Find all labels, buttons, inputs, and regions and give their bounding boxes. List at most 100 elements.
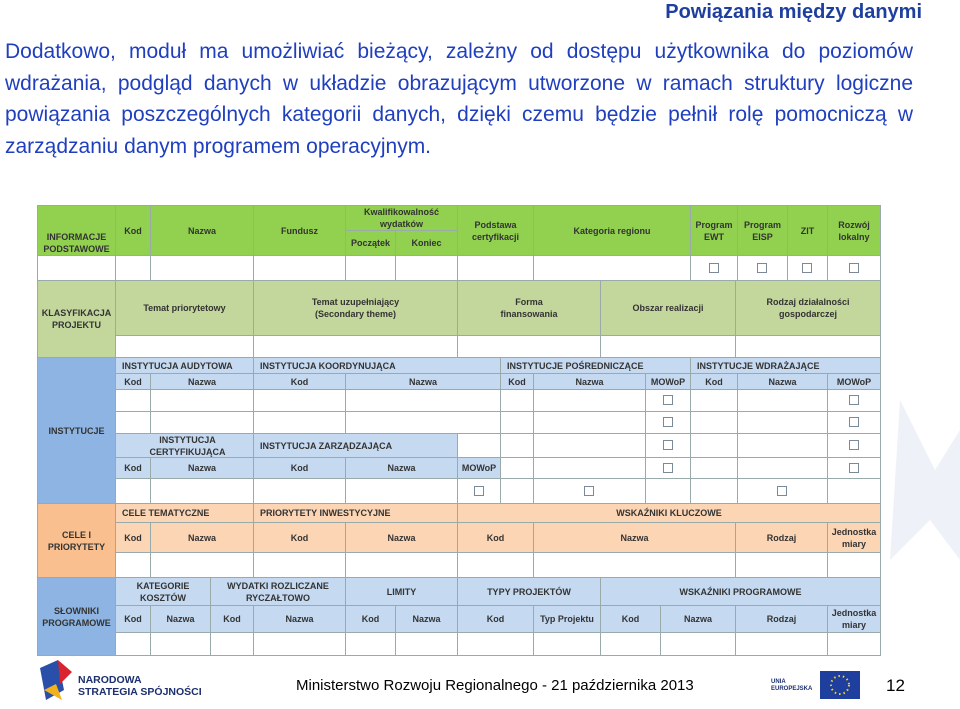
logo-mark — [58, 660, 72, 684]
empty-cell — [150, 632, 211, 656]
empty-cell — [500, 457, 534, 479]
header-cell: Kod — [115, 522, 151, 553]
empty-cell — [395, 632, 458, 656]
eu-text: UNIA EUROPEJSKA — [771, 679, 813, 692]
checkbox — [584, 485, 594, 496]
header-cell: Nazwa — [150, 205, 254, 256]
header-cell: Początek — [345, 230, 396, 256]
header-cell: LIMITY — [345, 577, 458, 606]
empty-cell — [115, 478, 151, 504]
header-cell: Temat priorytetowy — [115, 280, 254, 336]
header-cell: Nazwa — [150, 605, 211, 633]
empty-cell — [150, 478, 254, 504]
empty-cell — [500, 389, 534, 412]
empty-cell — [457, 632, 534, 656]
empty-cell — [645, 478, 691, 504]
checkbox — [757, 262, 767, 273]
empty-cell — [457, 335, 601, 358]
header-cell: Podstawa certyfikacji — [457, 205, 534, 256]
logo-mark — [44, 684, 62, 700]
header-cell: MOWoP — [457, 457, 501, 479]
header-cell: ZIT — [787, 205, 828, 256]
header-cell: Nazwa — [150, 457, 254, 479]
header-cell: MOWoP — [827, 373, 881, 390]
star-decor — [890, 400, 960, 560]
header-cell: Rodzaj — [735, 605, 828, 633]
logo-text: NARODOWA STRATEGIA SPÓJNOŚCI — [78, 674, 202, 698]
empty-cell — [115, 255, 151, 281]
empty-cell — [500, 478, 534, 504]
empty-cell — [735, 552, 828, 578]
empty-cell — [827, 478, 881, 504]
header-cell: Nazwa — [660, 605, 736, 633]
header-cell: WYDATKI ROZLICZANE RYCZAŁTOWO — [210, 577, 346, 606]
empty-cell — [737, 457, 828, 479]
header-cell: Kod — [115, 205, 151, 256]
header-cell: INSTYTUCJA AUDYTOWA — [115, 357, 254, 374]
empty-cell — [150, 389, 254, 412]
header-cell: Kod — [253, 522, 346, 553]
header-cell: INSTYTUCJE WDRAŻAJĄCE — [690, 357, 881, 374]
empty-cell — [345, 552, 458, 578]
header-cell: Kod — [210, 605, 254, 633]
empty-cell — [737, 389, 828, 412]
empty-cell — [345, 411, 501, 434]
header-cell: Jednostka miary — [827, 522, 881, 553]
header-cell: Kod — [457, 522, 534, 553]
empty-cell — [150, 411, 254, 434]
header-cell: CELE I PRIORYTETY — [37, 503, 116, 578]
header-cell: Kod — [690, 373, 738, 390]
empty-cell — [533, 255, 691, 281]
header-cell: Kod — [457, 605, 534, 633]
header-cell: Typ Projektu — [533, 605, 601, 633]
header-cell: INSTYTUCJA CERTYFIKUJĄCA — [115, 433, 254, 458]
header-cell: CELE TEMATYCZNE — [115, 503, 254, 523]
header-cell: INSTYTUCJE — [37, 357, 116, 504]
header-cell: TYPY PROJEKTÓW — [457, 577, 601, 606]
header-cell: Nazwa — [345, 457, 458, 479]
empty-cell — [395, 255, 458, 281]
checkbox — [662, 440, 673, 450]
header-cell: Kod — [500, 373, 534, 390]
page-number: 12 — [886, 676, 905, 695]
header-cell: Obszar realizacji — [600, 280, 736, 336]
empty-cell — [533, 411, 646, 434]
empty-cell — [737, 411, 828, 434]
empty-cell — [690, 478, 738, 504]
checkbox — [777, 485, 787, 496]
empty-cell — [737, 433, 828, 458]
header-cell: SŁOWNIKI PROGRAMOWE — [37, 577, 116, 656]
header-cell: Kwalifikowalność wydatków — [345, 205, 458, 231]
header-cell: WSKAŹNIKI KLUCZOWE — [457, 503, 881, 523]
header-cell: Kategoria regionu — [533, 205, 691, 256]
empty-cell — [115, 552, 151, 578]
header-cell: Koniec — [395, 230, 458, 256]
header-cell: Rozwój lokalny — [827, 205, 881, 256]
empty-cell — [253, 478, 346, 504]
empty-cell — [115, 411, 151, 434]
empty-cell — [150, 552, 254, 578]
checkbox — [662, 395, 673, 405]
checkbox — [848, 262, 859, 273]
header-cell: Program EISP — [737, 205, 788, 256]
header-cell: WSKAŹNIKI PROGRAMOWE — [600, 577, 881, 606]
eu-stars — [830, 675, 850, 695]
header-cell: Kod — [253, 457, 346, 479]
header-cell: Nazwa — [737, 373, 828, 390]
header-cell: KATEGORIE KOSZTÓW — [115, 577, 211, 606]
empty-cell — [690, 411, 738, 434]
title: Powiązania między danymi — [665, 1, 922, 23]
empty-cell — [500, 433, 534, 458]
empty-cell — [253, 552, 346, 578]
empty-cell — [253, 389, 346, 412]
empty-cell — [533, 389, 646, 412]
empty-cell — [457, 255, 534, 281]
empty-cell — [457, 552, 534, 578]
header-cell: INSTYTUCJA KOORDYNUJĄCA — [253, 357, 501, 374]
header-cell: Forma finansowania — [457, 280, 601, 336]
header-cell: Kod — [253, 373, 346, 390]
header-cell: KLASYFIKACJA PROJEKTU — [37, 280, 116, 358]
header-cell: Kod — [345, 605, 396, 633]
header-cell: Nazwa — [150, 522, 254, 553]
